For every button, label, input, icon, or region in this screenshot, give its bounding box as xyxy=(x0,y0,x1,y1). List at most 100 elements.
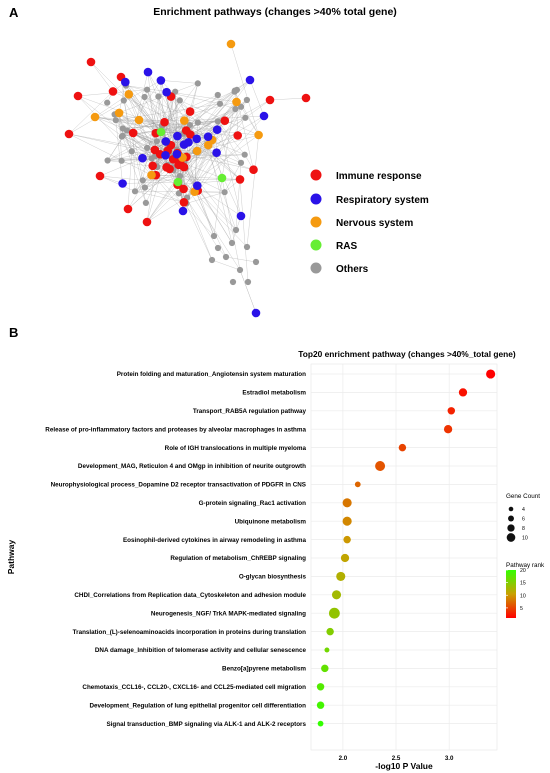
pathway-point xyxy=(458,388,468,397)
color-legend-value: 20 xyxy=(520,568,526,574)
network-edge xyxy=(208,145,233,244)
network-edge xyxy=(99,158,143,177)
network-node xyxy=(222,253,230,261)
network-edge xyxy=(114,83,198,115)
network-edge xyxy=(165,111,191,142)
network-node xyxy=(147,170,156,180)
pathway-label: DNA damage_Inhibition of telomerase acti… xyxy=(95,647,307,654)
network-node xyxy=(233,131,242,140)
chart-title: Top20 enrichment pathway (changes >40%_t… xyxy=(298,349,516,359)
network-edge xyxy=(186,152,217,158)
panel-a-letter: A xyxy=(9,5,19,20)
network-node xyxy=(179,184,188,194)
network-node xyxy=(160,117,169,127)
network-node xyxy=(176,173,184,180)
pathway-label: Neurogenesis_NGF/ TrkA MAPK-mediated sig… xyxy=(151,610,306,617)
network-edge xyxy=(90,61,114,92)
legend-nervous-marker xyxy=(310,216,322,228)
network-edge xyxy=(173,115,265,171)
network-edge xyxy=(68,91,114,135)
pathway-label: Translation_(L)-selenoaminoacids incorpo… xyxy=(73,629,307,636)
size-legend-value: 4 xyxy=(522,507,525,513)
network-node xyxy=(208,256,216,264)
pathway-point xyxy=(443,425,453,434)
pathway-point xyxy=(354,481,361,488)
legend-others-label: Others xyxy=(336,264,369,275)
network-node xyxy=(214,118,221,125)
pathway-label: CHDI_Correlations from Replication data_… xyxy=(74,592,306,599)
network-edge xyxy=(269,97,307,101)
network-node xyxy=(128,148,135,155)
network-node xyxy=(226,39,236,49)
network-node xyxy=(241,151,248,158)
network-edge xyxy=(186,156,215,237)
network-node xyxy=(194,119,201,126)
network-node xyxy=(104,99,111,106)
network-edge xyxy=(160,131,238,136)
network-node xyxy=(128,128,138,138)
legend-ras-label: RAS xyxy=(336,241,357,252)
network-edge xyxy=(125,85,237,103)
network-node xyxy=(265,95,275,105)
pathway-point xyxy=(447,407,456,415)
network-edge xyxy=(194,122,199,192)
pathway-point xyxy=(340,553,350,563)
network-edge xyxy=(147,71,178,154)
pathway-label: Transport_RAB5A regulation pathway xyxy=(193,408,307,415)
network-node xyxy=(216,100,224,107)
network-edge xyxy=(212,139,223,179)
network-node xyxy=(153,138,160,145)
network-node xyxy=(194,80,201,87)
network-edge xyxy=(186,197,213,261)
network-node xyxy=(161,151,170,160)
color-legend-bar xyxy=(506,570,516,618)
network-node xyxy=(212,148,221,157)
network-edge xyxy=(240,106,259,136)
x-tick-label: 2.5 xyxy=(392,755,401,762)
network-node xyxy=(138,153,147,163)
network-edge xyxy=(173,170,248,248)
network-node xyxy=(176,97,183,104)
color-legend-ticks: 20 15 10 5 xyxy=(506,568,526,612)
pathway-point xyxy=(326,627,334,636)
pathway-point xyxy=(324,647,330,653)
network-node xyxy=(121,77,130,87)
network-edge xyxy=(121,94,218,137)
network-node xyxy=(114,108,124,118)
network-node xyxy=(217,173,227,183)
x-tick-labels: 2.0 2.5 3.0 xyxy=(339,755,454,762)
pathway-point xyxy=(342,498,352,508)
pathway-point xyxy=(328,607,340,619)
pathway-point xyxy=(316,683,325,691)
network-node xyxy=(95,171,105,181)
network-node xyxy=(131,188,139,195)
x-tick-label: 2.0 xyxy=(339,755,348,762)
network-edge xyxy=(225,256,257,263)
network-edge xyxy=(167,164,225,193)
network-node xyxy=(180,116,189,125)
pathway-label: O-glycan biosynthesis xyxy=(239,574,307,581)
network-title: Enrichment pathways (changes >40% total … xyxy=(153,6,397,18)
x-axis-label: -log10 P Value xyxy=(375,761,433,771)
network-node xyxy=(155,93,162,100)
network-edge xyxy=(127,151,132,210)
network-edge xyxy=(142,175,181,181)
network-edge xyxy=(170,96,259,136)
network-node xyxy=(214,91,221,99)
network-edge xyxy=(230,43,259,136)
pathway-label: Development_MAG, Reticulon 4 and OMgp in… xyxy=(78,463,306,470)
network-edge xyxy=(188,142,195,192)
network-node xyxy=(237,159,245,166)
pathway-point xyxy=(342,516,352,526)
network-node xyxy=(232,105,239,113)
size-legend: 4 6 8 10 xyxy=(506,506,528,542)
network-node xyxy=(173,131,182,141)
pathway-labels: Protein folding and maturation_Angiotens… xyxy=(45,371,306,728)
color-legend-value: 10 xyxy=(520,593,526,599)
network-node xyxy=(148,161,157,171)
network-node xyxy=(245,75,255,85)
pathway-point xyxy=(375,461,386,471)
pathway-label: Estradiol metabolism xyxy=(242,390,306,397)
network-edge xyxy=(183,134,259,190)
